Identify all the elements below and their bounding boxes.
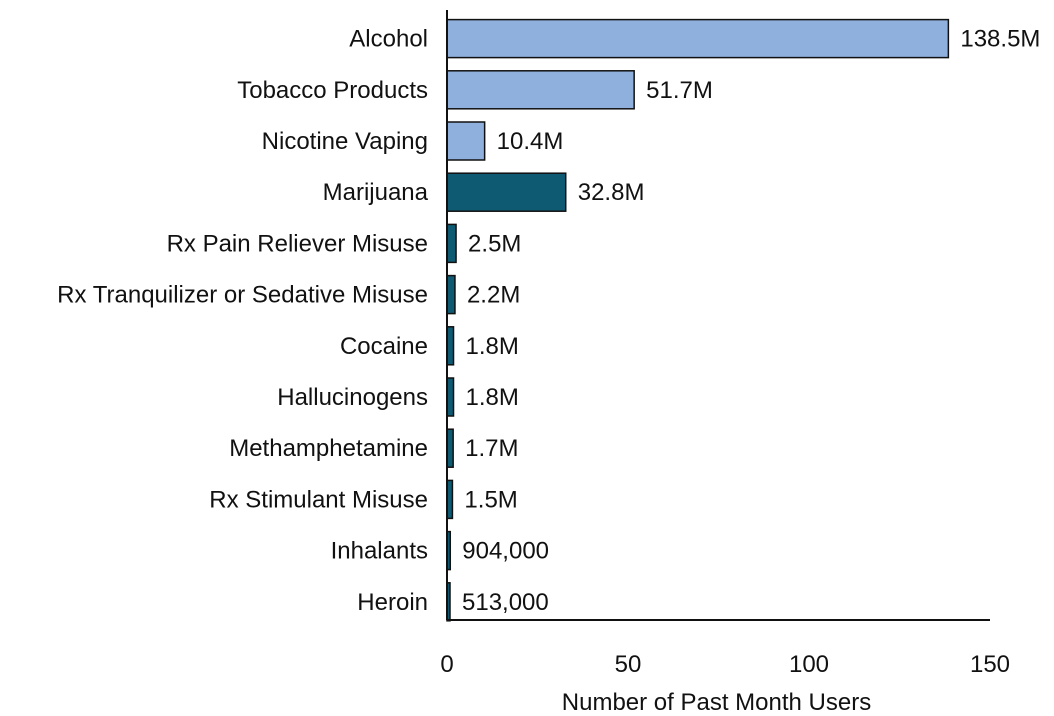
bar-alcohol <box>446 18 950 59</box>
category-label-nicotine-vaping: Nicotine Vaping <box>262 128 428 155</box>
category-label-inhalants: Inhalants <box>331 538 428 565</box>
category-label-alcohol: Alcohol <box>349 26 428 53</box>
x-tick-label-0: 0 <box>440 651 453 678</box>
category-label-marijuana: Marijuana <box>323 179 429 206</box>
bars-group <box>446 18 950 622</box>
x-tick-label-50: 50 <box>615 651 642 678</box>
category-label-cocaine: Cocaine <box>340 333 428 360</box>
category-label-rx-pain-reliever-misuse: Rx Pain Reliever Misuse <box>167 230 428 257</box>
value-label-nicotine-vaping: 10.4M <box>497 128 564 155</box>
category-label-rx-stimulant-misuse: Rx Stimulant Misuse <box>209 486 428 513</box>
bar-rx-pain-reliever-misuse <box>446 223 457 264</box>
value-label-cocaine: 1.8M <box>466 333 519 360</box>
value-label-tobacco-products: 51.7M <box>646 77 713 104</box>
bar-tobacco-products <box>446 70 635 110</box>
value-label-heroin: 513,000 <box>462 589 549 616</box>
x-tick-labels: 0 50 100 150 <box>440 651 1010 678</box>
value-label-methamphetamine: 1.7M <box>465 435 518 462</box>
x-tick-label-150: 150 <box>970 651 1010 678</box>
bar-marijuana <box>446 172 567 212</box>
value-label-rx-pain-reliever-misuse: 2.5M <box>468 230 521 257</box>
x-tick-label-100: 100 <box>789 651 829 678</box>
value-label-hallucinogens: 1.8M <box>466 384 519 411</box>
category-label-rx-tranquilizer-or-sedative-misuse: Rx Tranquilizer or Sedative Misuse <box>57 282 428 309</box>
value-label-rx-tranquilizer-or-sedative-misuse: 2.2M <box>467 282 520 309</box>
value-label-marijuana: 32.8M <box>578 179 645 206</box>
bar-rx-tranquilizer-or-sedative-misuse <box>446 274 456 315</box>
category-label-methamphetamine: Methamphetamine <box>229 435 428 462</box>
category-label-tobacco-products: Tobacco Products <box>237 77 428 104</box>
value-labels: 138.5M 51.7M 10.4M 32.8M 2.5M 2.2M 1.8M 1.8M 1.7… <box>462 26 1040 616</box>
value-label-inhalants: 904,000 <box>462 538 549 565</box>
category-label-heroin: Heroin <box>357 589 428 616</box>
value-label-alcohol: 138.5M <box>960 26 1040 53</box>
category-labels: Alcohol Tobacco Products Nicotine Vaping Ma… <box>57 26 428 616</box>
bar-nicotine-vaping <box>446 121 486 161</box>
value-label-rx-stimulant-misuse: 1.5M <box>464 486 517 513</box>
category-label-hallucinogens: Hallucinogens <box>277 384 428 411</box>
x-axis-title: Number of Past Month Users <box>562 689 871 716</box>
